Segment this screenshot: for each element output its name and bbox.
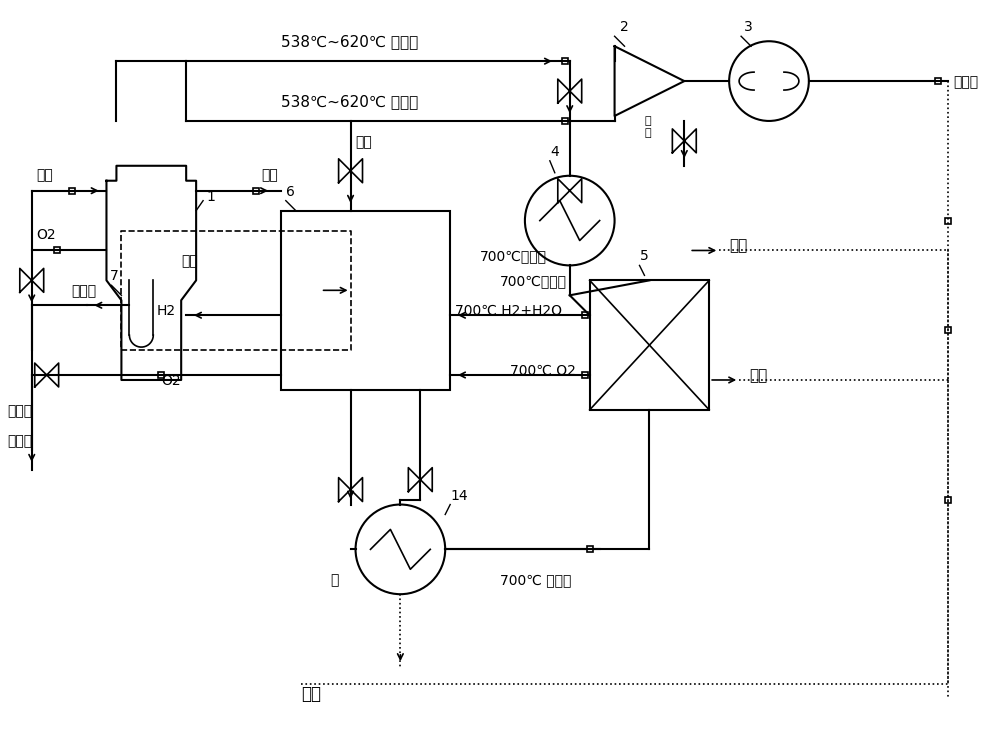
Text: 空气: 空气 — [356, 135, 372, 148]
Text: O2: O2 — [37, 227, 56, 242]
Text: 538℃~620℃ 水蒸汽: 538℃~620℃ 水蒸汽 — [281, 34, 418, 50]
Bar — [562, 118, 568, 124]
Text: 余电: 余电 — [749, 368, 767, 383]
Text: 1: 1 — [206, 190, 215, 204]
Text: 余电: 余电 — [729, 238, 747, 254]
Text: 5: 5 — [639, 250, 648, 263]
Text: 去储存: 去储存 — [7, 404, 32, 418]
Bar — [158, 372, 164, 378]
Text: H2: H2 — [156, 304, 175, 318]
Text: 6: 6 — [286, 184, 295, 199]
Text: 空气: 空气 — [261, 168, 278, 182]
Text: 700℃ O2: 700℃ O2 — [510, 364, 576, 378]
Text: 700℃水蒸汽: 700℃水蒸汽 — [480, 250, 547, 263]
Bar — [562, 58, 568, 64]
Text: 7: 7 — [109, 269, 118, 284]
Bar — [587, 546, 593, 552]
Text: 2: 2 — [620, 20, 628, 34]
Bar — [54, 248, 60, 254]
Bar — [945, 217, 951, 223]
Text: 上网电: 上网电 — [953, 75, 978, 89]
Bar — [582, 372, 588, 378]
Bar — [590, 280, 709, 410]
Bar — [253, 188, 259, 194]
Bar — [281, 211, 450, 390]
Text: 去储存: 去储存 — [7, 433, 32, 448]
Text: 700℃ H2+H2O: 700℃ H2+H2O — [455, 304, 562, 318]
Text: 4: 4 — [550, 145, 559, 159]
Text: 700℃ 化化气: 700℃ 化化气 — [500, 573, 571, 587]
Bar — [582, 312, 588, 318]
Bar — [69, 188, 75, 194]
Text: 538℃~620℃ 水蒸汽: 538℃~620℃ 水蒸汽 — [281, 94, 418, 109]
Bar — [935, 78, 941, 84]
Text: 水: 水 — [331, 573, 339, 587]
Text: 14: 14 — [450, 488, 468, 502]
Text: 700℃水蒸汽: 700℃水蒸汽 — [500, 274, 567, 288]
Text: 煤粉: 煤粉 — [37, 168, 53, 182]
Bar — [945, 327, 951, 333]
Text: 去储存: 去储存 — [72, 284, 97, 298]
Text: 汽
机: 汽 机 — [644, 116, 651, 138]
Text: 余电: 余电 — [301, 685, 321, 703]
Text: O2: O2 — [161, 374, 181, 388]
Text: 余热: 余热 — [181, 254, 198, 268]
Bar — [945, 496, 951, 502]
Text: 3: 3 — [744, 20, 753, 34]
